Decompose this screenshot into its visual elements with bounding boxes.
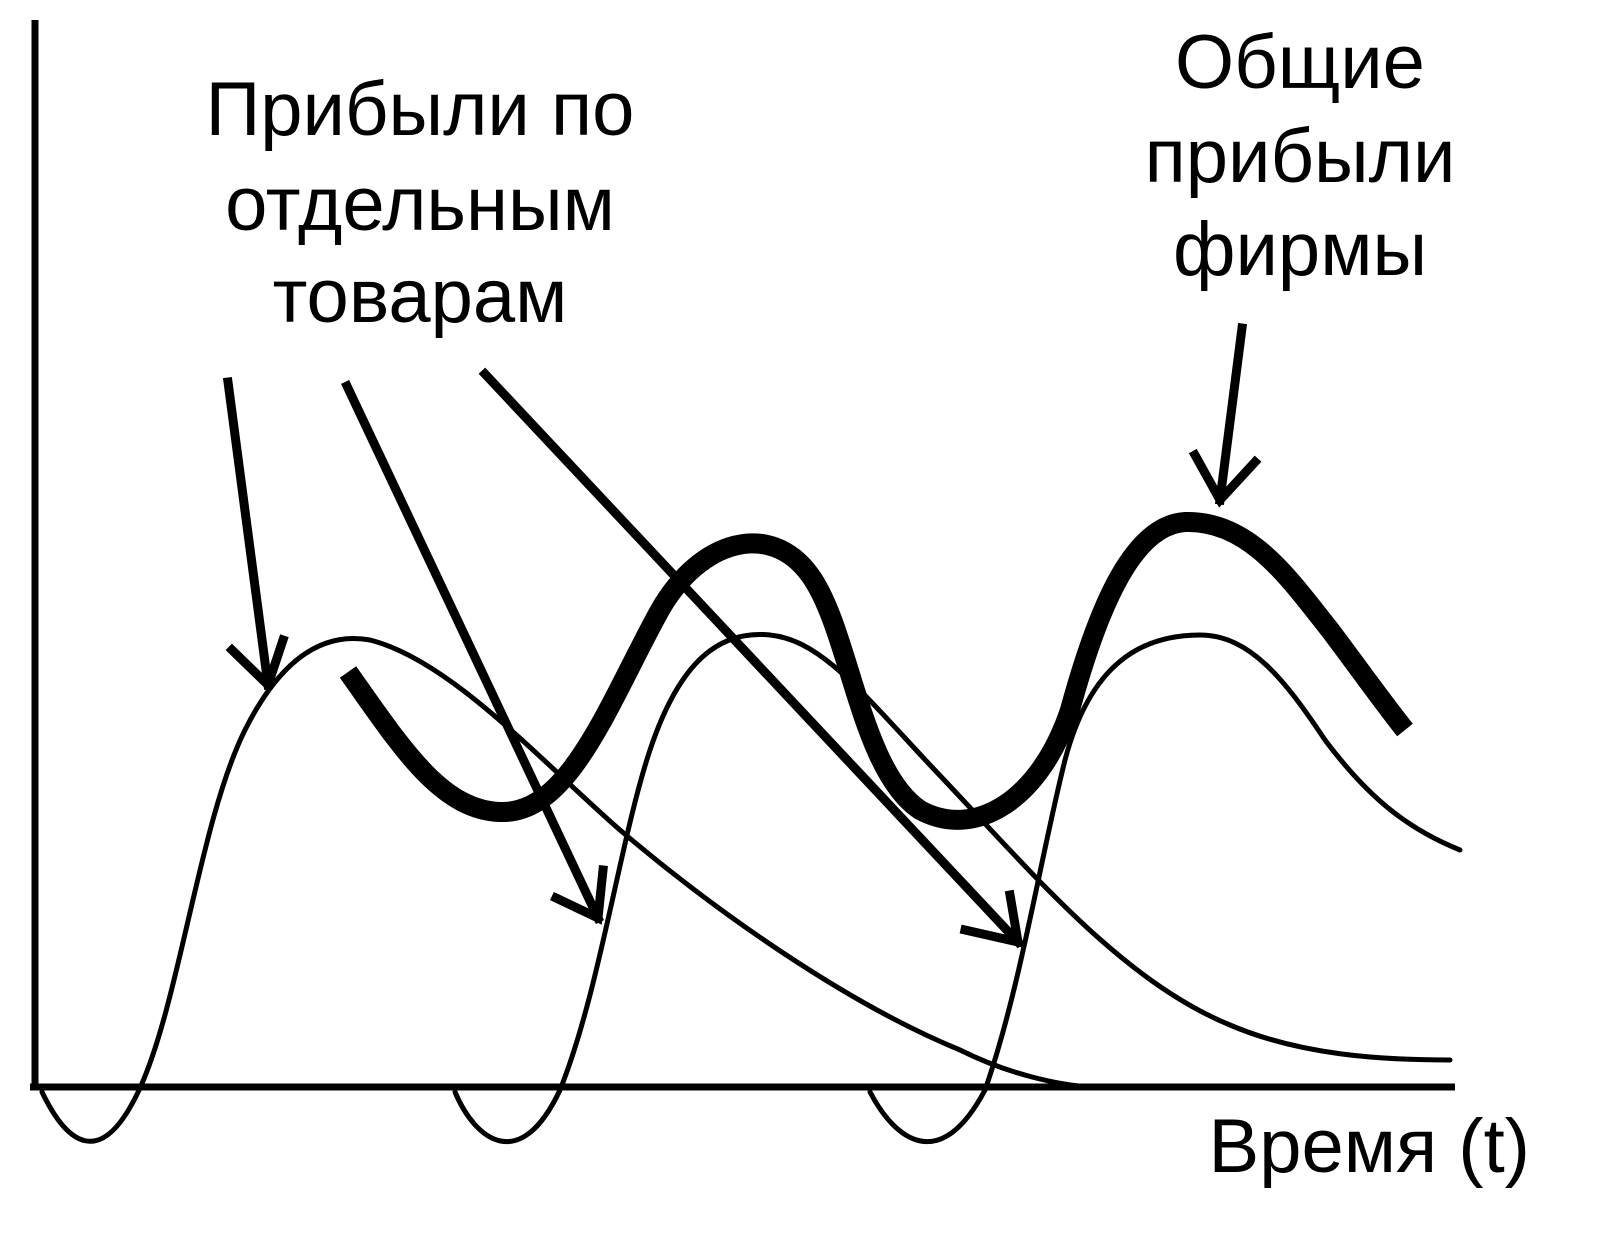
product-profit-curve-1 <box>39 636 1093 1144</box>
product-profits-label-line-1: Прибыли по <box>206 67 635 152</box>
arrow-to-curve-1 <box>222 376 289 694</box>
product-profits-label-line-3: товарам <box>273 254 568 339</box>
time-axis-label: Время (t) <box>1209 1104 1530 1189</box>
total-profits-label-line-2: прибыли <box>1145 114 1456 199</box>
arrow-to-curve-2 <box>341 380 608 925</box>
arrow-to-total-curve <box>1188 322 1262 508</box>
product-profit-curve-2 <box>452 631 1453 1144</box>
total-profits-label-line-1: Общие <box>1175 20 1425 105</box>
total-profit-curve <box>339 511 1413 830</box>
total-profits-label-line-3: фирмы <box>1173 207 1427 292</box>
arrow-to-curve-3 <box>478 367 1025 949</box>
product-profits-label-line-2: отдельным <box>225 162 615 247</box>
product-profit-curve-3 <box>867 632 1463 1144</box>
